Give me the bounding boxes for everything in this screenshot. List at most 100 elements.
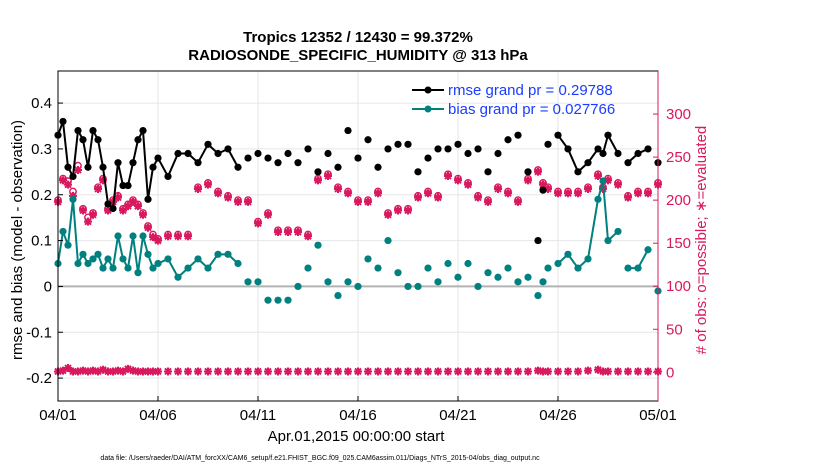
rmse-point bbox=[184, 149, 192, 158]
obs-evaluated-point bbox=[264, 367, 272, 376]
bias-point bbox=[354, 282, 362, 291]
bias-point bbox=[324, 278, 332, 286]
rmse-line bbox=[57, 121, 239, 211]
obs-evaluated-point bbox=[554, 367, 562, 376]
bias-point bbox=[474, 282, 482, 291]
obs-evaluated-point bbox=[464, 180, 472, 189]
bias-point bbox=[284, 296, 292, 304]
y-right-tick-label: 150 bbox=[666, 235, 691, 252]
bias-point bbox=[294, 282, 302, 291]
bias-point bbox=[624, 264, 632, 272]
rmse-point bbox=[204, 140, 212, 148]
bias-point bbox=[334, 291, 342, 300]
obs-evaluated-point bbox=[59, 366, 67, 375]
obs-evaluated-point bbox=[404, 206, 412, 215]
bias-point bbox=[544, 264, 552, 272]
obs-evaluated-point bbox=[464, 367, 472, 376]
obs-evaluated-point bbox=[554, 189, 562, 198]
rmse-point bbox=[574, 168, 582, 176]
obs-evaluated-point bbox=[544, 367, 552, 376]
obs-evaluated-point bbox=[614, 180, 622, 189]
obs-evaluated-point bbox=[84, 367, 92, 376]
obs-evaluated-point bbox=[444, 367, 452, 376]
bias-point bbox=[374, 264, 382, 272]
bias-point bbox=[384, 236, 392, 245]
obs-evaluated-point bbox=[334, 367, 342, 376]
bias-point bbox=[184, 264, 192, 272]
rmse-point bbox=[144, 195, 152, 203]
obs-evaluated-point bbox=[254, 219, 262, 228]
x-tick-label: 04/21 bbox=[439, 407, 477, 424]
obs-evaluated-point bbox=[624, 367, 632, 376]
bias-point bbox=[69, 195, 77, 203]
rmse-point bbox=[119, 181, 127, 190]
rmse-point bbox=[149, 163, 157, 171]
obs-evaluated-point bbox=[154, 367, 162, 376]
obs-evaluated-point bbox=[164, 232, 172, 241]
rmse-point bbox=[624, 159, 632, 167]
rmse-point bbox=[244, 154, 252, 162]
bias-point bbox=[584, 255, 592, 263]
bias-point bbox=[614, 227, 622, 236]
obs-evaluated-point bbox=[254, 367, 262, 376]
legend: rmse grand pr = 0.29788 bias grand pr = … bbox=[412, 82, 615, 118]
data-file-note: data file: /Users/raeder/DAI/ATM_forcXX/… bbox=[100, 455, 540, 462]
obs-evaluated-point bbox=[544, 184, 552, 193]
y-left-tick-label: 0 bbox=[44, 278, 52, 295]
obs-evaluated-point bbox=[174, 232, 182, 241]
obs-evaluated-point bbox=[374, 189, 382, 198]
obs-evaluated-point bbox=[129, 197, 137, 206]
rmse-point bbox=[544, 140, 552, 148]
obs-evaluated-point bbox=[514, 197, 522, 206]
obs-evaluated-point bbox=[484, 197, 492, 206]
obs-evaluated-point bbox=[634, 189, 642, 198]
obs-evaluated-point bbox=[109, 367, 117, 376]
bias-point bbox=[464, 259, 472, 268]
bias-point bbox=[164, 255, 172, 263]
obs-evaluated-point bbox=[634, 367, 642, 376]
obs-evaluated-point bbox=[154, 236, 162, 245]
bias-point bbox=[364, 255, 372, 263]
bias-point bbox=[234, 259, 242, 268]
obs-evaluated-point bbox=[84, 217, 92, 226]
obs-evaluated-point bbox=[224, 367, 232, 376]
y-axis-right-label: # of obs: o=possible; ∗=evaluated bbox=[693, 126, 710, 355]
rmse-point bbox=[74, 126, 82, 135]
obs-evaluated-point bbox=[294, 367, 302, 376]
obs-evaluated-point bbox=[494, 184, 502, 193]
obs-evaluated-point bbox=[484, 367, 492, 376]
rmse-point bbox=[424, 154, 432, 162]
obs-evaluated-point bbox=[204, 367, 212, 376]
obs-evaluated-point bbox=[99, 365, 107, 374]
bias-point bbox=[99, 264, 107, 272]
y-left-tick-label: -0.1 bbox=[26, 324, 52, 341]
rmse-point bbox=[89, 126, 97, 135]
obs-evaluated-point bbox=[134, 202, 142, 211]
obs-evaluated-point bbox=[79, 206, 87, 215]
obs-evaluated-point bbox=[394, 206, 402, 215]
obs-evaluated-point bbox=[79, 366, 87, 375]
bias-point bbox=[344, 278, 352, 286]
x-tick-label: 04/01 bbox=[39, 407, 77, 424]
bias-point bbox=[109, 264, 117, 272]
bias-point bbox=[524, 273, 532, 281]
obs-evaluated-point bbox=[119, 206, 127, 215]
obs-evaluated-point bbox=[234, 197, 242, 206]
obs-evaluated-point bbox=[64, 364, 72, 373]
obs-evaluated-point bbox=[394, 367, 402, 376]
bias-point bbox=[424, 264, 432, 272]
rmse-point bbox=[434, 145, 442, 153]
rmse-point bbox=[104, 200, 112, 208]
y-axis-right: 0 50 100 150 200 250 300 bbox=[653, 71, 691, 401]
obs-evaluated-point bbox=[404, 367, 412, 376]
bias-point bbox=[84, 259, 92, 268]
obs-evaluated-point bbox=[294, 227, 302, 236]
obs-evaluated-point bbox=[304, 232, 312, 241]
bias-point bbox=[144, 250, 152, 258]
bias-point bbox=[564, 250, 572, 258]
obs-evaluated-point bbox=[304, 367, 312, 376]
bias-point bbox=[274, 296, 282, 304]
obs-evaluated-point bbox=[599, 367, 607, 376]
obs-evaluated-point bbox=[354, 367, 362, 376]
y-left-tick-label: 0.4 bbox=[31, 95, 52, 112]
